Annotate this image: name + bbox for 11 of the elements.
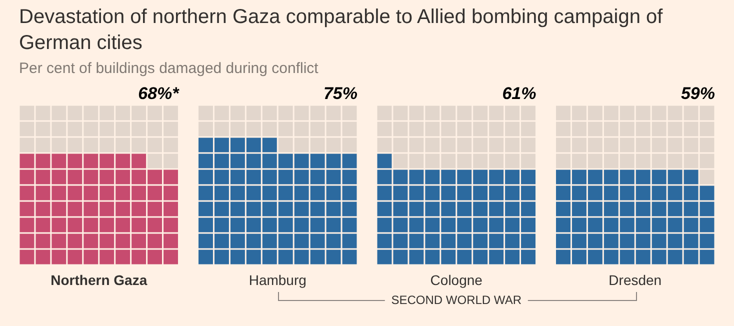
data-label: 68%* — [138, 84, 180, 104]
category-label: Northern Gaza — [50, 272, 148, 288]
text: SECOND WORLD WAR — [385, 293, 528, 307]
text: Devastation of northern Gaza comparable to Allied bombing campaign of German cities — [19, 5, 664, 56]
category-label: Hamburg — [248, 272, 306, 288]
category-label: Cologne — [430, 272, 483, 288]
data-label: 75% — [323, 84, 358, 104]
text: Per cent of buildings damaged during conflict — [19, 60, 318, 77]
data-label: 61% — [502, 84, 536, 104]
data-label: 59% — [680, 84, 715, 104]
category-label: Dresden — [608, 272, 662, 288]
